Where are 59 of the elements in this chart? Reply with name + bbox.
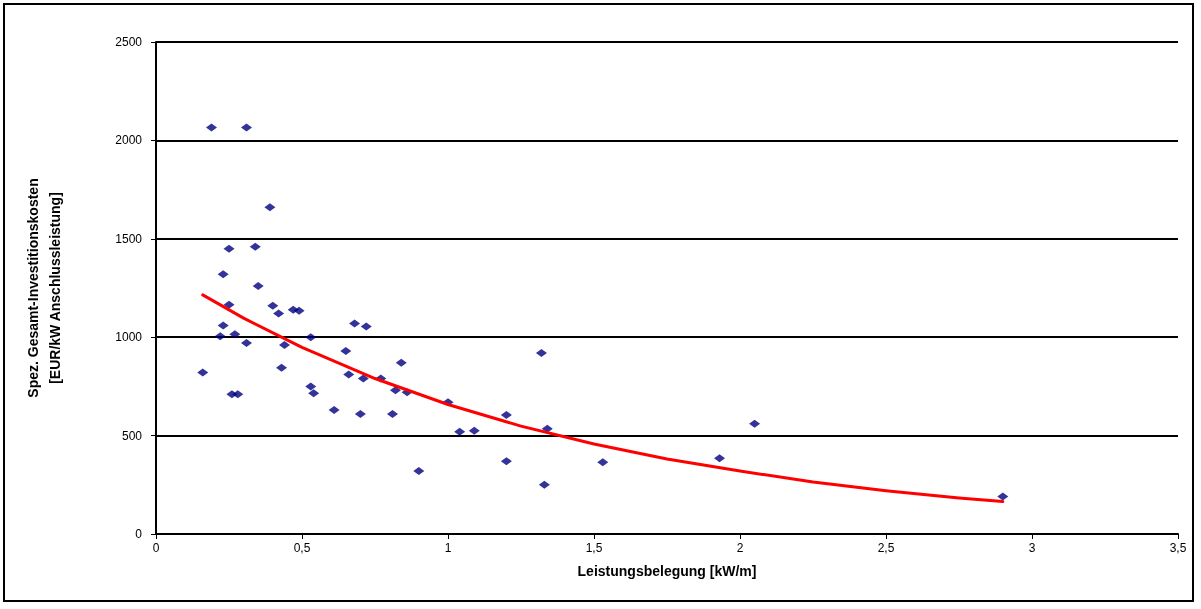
point — [241, 123, 253, 132]
point — [535, 348, 547, 357]
point — [305, 333, 317, 342]
point — [229, 330, 241, 339]
x-tick-label: 2,5 — [877, 541, 895, 555]
point — [308, 389, 320, 398]
point — [597, 458, 609, 467]
point — [252, 282, 264, 291]
point — [205, 123, 217, 132]
point — [305, 382, 317, 391]
point — [273, 309, 285, 318]
point — [223, 300, 235, 309]
point — [276, 363, 288, 372]
y-tick-label: 1000 — [115, 330, 143, 345]
x-tick-label: 0 — [152, 541, 160, 555]
point — [249, 242, 261, 251]
y-axis-title: Spez. Gesamt-Investitionskosten [EUR/kW Anschlussleistung] — [25, 178, 63, 398]
point — [343, 370, 355, 379]
point — [264, 203, 276, 212]
point — [328, 406, 340, 415]
x-axis-title: Leistungsbelegung [kW/m] — [577, 563, 757, 579]
point — [267, 301, 279, 310]
point — [395, 358, 407, 367]
point — [214, 332, 226, 341]
point — [241, 339, 253, 348]
point — [223, 244, 235, 253]
point — [217, 270, 229, 279]
x-tick-label: 3 — [1028, 541, 1036, 555]
point — [287, 305, 299, 314]
point — [389, 386, 401, 395]
point — [354, 409, 366, 418]
point — [387, 409, 399, 418]
point — [278, 341, 290, 350]
y-tick-label: 2500 — [115, 35, 143, 49]
x-tick-label: 0,5 — [293, 541, 311, 555]
point — [197, 368, 209, 377]
point — [232, 390, 244, 399]
point — [413, 467, 425, 476]
point — [714, 454, 726, 463]
y-tick-label: 500 — [121, 428, 143, 443]
y-tick-label: 0 — [135, 527, 143, 541]
point — [500, 457, 512, 466]
point — [454, 427, 466, 436]
x-tick-label: 2 — [736, 541, 744, 555]
x-tick-label: 1 — [444, 541, 452, 555]
y-tick-label: 1500 — [115, 231, 143, 246]
point — [360, 322, 372, 331]
x-tick-label: 3,5 — [1169, 541, 1187, 555]
point — [468, 426, 480, 435]
point — [357, 374, 369, 383]
x-tick-label: 1,5 — [585, 541, 603, 555]
point — [538, 480, 550, 489]
point — [749, 419, 761, 428]
y-tick-label: 2000 — [115, 133, 143, 148]
point — [997, 492, 1009, 501]
point — [340, 346, 352, 355]
point — [500, 410, 512, 419]
point — [349, 319, 361, 328]
point — [217, 321, 229, 330]
